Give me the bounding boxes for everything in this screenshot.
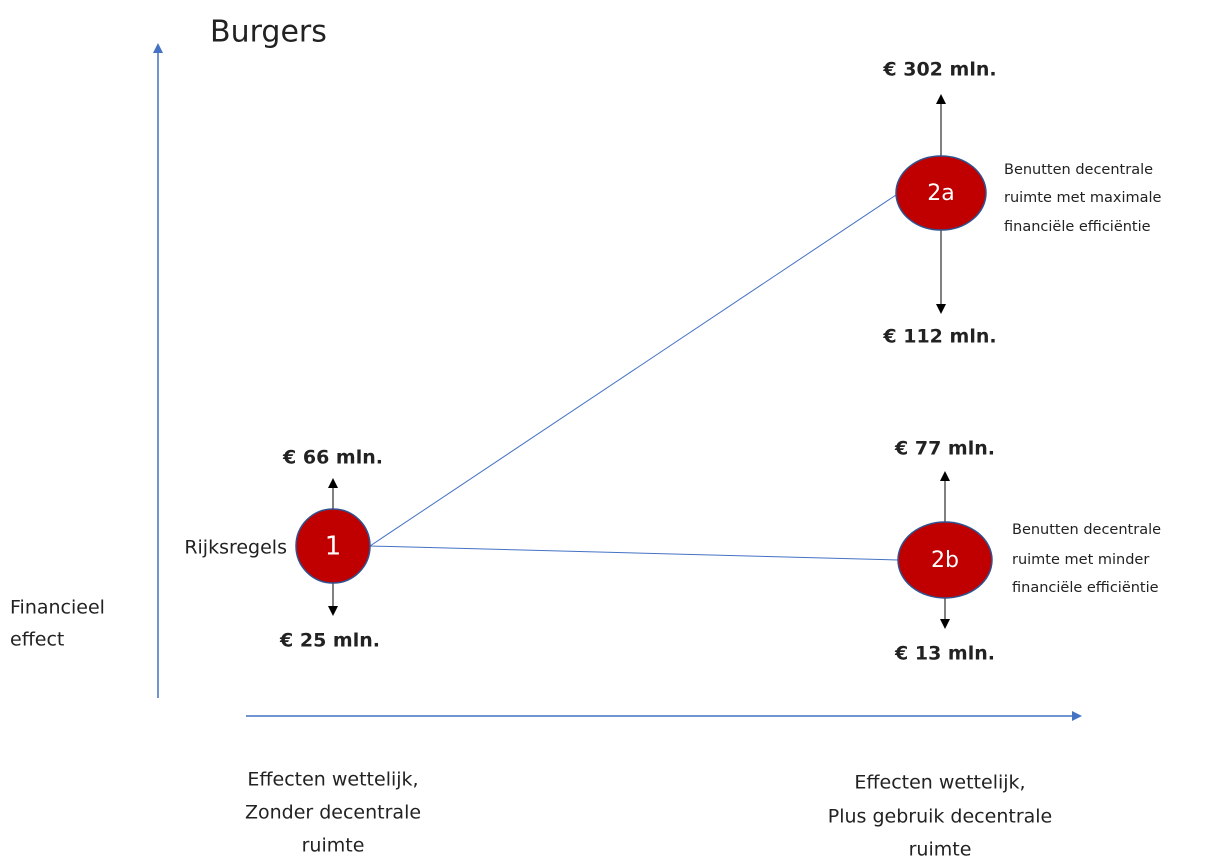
lower-value: € 25 mln.	[279, 630, 380, 652]
node-description: ruimte met maximale	[1004, 190, 1162, 206]
x-label-right: Effecten wettelijk,	[854, 772, 1025, 794]
node-description: financiële efficiëntie	[1012, 580, 1159, 596]
node-description: ruimte met minder	[1012, 552, 1149, 568]
node-description: financiële efficiëntie	[1004, 219, 1151, 235]
node	[895, 155, 987, 231]
x-label-left: Zonder decentrale	[245, 802, 421, 824]
y-axis-label: Financieel	[10, 597, 105, 619]
upper-value: € 77 mln.	[894, 438, 995, 460]
lower-value: € 112 mln.	[882, 326, 996, 348]
x-label-right: ruimte	[909, 839, 972, 858]
node	[295, 508, 371, 584]
node-id: 2b	[931, 548, 959, 573]
upper-value: € 66 mln.	[282, 447, 383, 469]
node-id: 2a	[927, 181, 954, 206]
title: Burgers	[210, 15, 327, 50]
node	[897, 521, 993, 599]
connector	[369, 194, 897, 547]
node-description: Benutten decentrale	[1004, 162, 1153, 178]
x-label-right: Plus gebruik decentrale	[828, 806, 1053, 828]
node-id: 1	[325, 532, 342, 562]
x-label-left: Effecten wettelijk,	[247, 769, 418, 791]
y-axis-label: effect	[10, 629, 64, 651]
node-label: Rijksregels	[184, 537, 287, 559]
connector	[369, 545, 899, 561]
x-label-left: ruimte	[302, 835, 365, 857]
lower-value: € 13 mln.	[894, 643, 995, 665]
upper-value: € 302 mln.	[882, 59, 996, 81]
node-description: Benutten decentrale	[1012, 522, 1161, 538]
